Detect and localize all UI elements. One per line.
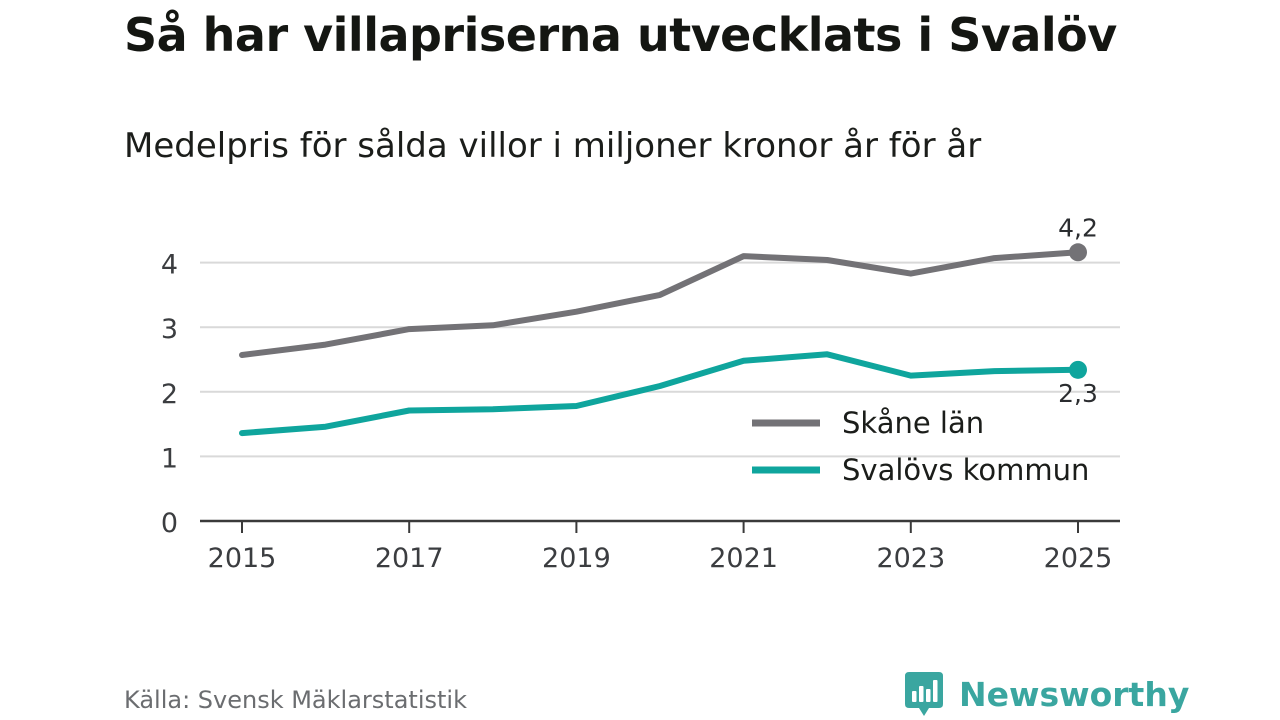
x-tick-label-2019: 2019 xyxy=(542,543,611,574)
series-line-skane-lan xyxy=(239,249,1081,358)
series-endpoint-svalovs-kommun xyxy=(1069,360,1087,379)
newsworthy-logo-icon xyxy=(905,672,943,716)
end-label-svalovs-kommun: 2,3 xyxy=(1058,379,1098,408)
source-note: Källa: Svensk Mäklarstatistik xyxy=(124,686,467,714)
axis-ticks: 0 1 2 3 4 2015 2017 2019 2021 2023 2025 xyxy=(161,250,1113,574)
x-tick-label-2017: 2017 xyxy=(375,543,444,574)
chart-title: Så har villapriserna utvecklats i Svalöv xyxy=(124,8,1117,62)
series-lines: 4,2 2,3 xyxy=(239,213,1098,437)
y-tick-label-3: 3 xyxy=(161,314,178,345)
legend-label-skane-lan: Skåne län xyxy=(842,406,984,440)
y-tick-label-0: 0 xyxy=(161,508,178,539)
y-tick-label-4: 4 xyxy=(161,250,178,281)
series-endpoint-skane-lan xyxy=(1069,243,1087,262)
series-line-svalovs-kommun xyxy=(239,351,1081,437)
x-tick-label-2025: 2025 xyxy=(1044,543,1113,574)
legend: Skåne län Svalövs kommun xyxy=(752,406,1089,487)
x-tick-label-2023: 2023 xyxy=(876,543,945,574)
end-label-skane-lan: 4,2 xyxy=(1058,213,1098,242)
x-tick-label-2015: 2015 xyxy=(208,543,277,574)
brand-logo[interactable]: Newsworthy xyxy=(903,670,1189,718)
y-tick-label-1: 1 xyxy=(161,443,178,474)
chart-subtitle: Medelpris för sålda villor i miljoner kr… xyxy=(124,126,982,166)
y-tick-label-2: 2 xyxy=(161,379,178,410)
legend-label-svalovs-kommun: Svalövs kommun xyxy=(842,453,1089,487)
x-tick-label-2021: 2021 xyxy=(709,543,778,574)
brand-name: Newsworthy xyxy=(959,674,1190,714)
